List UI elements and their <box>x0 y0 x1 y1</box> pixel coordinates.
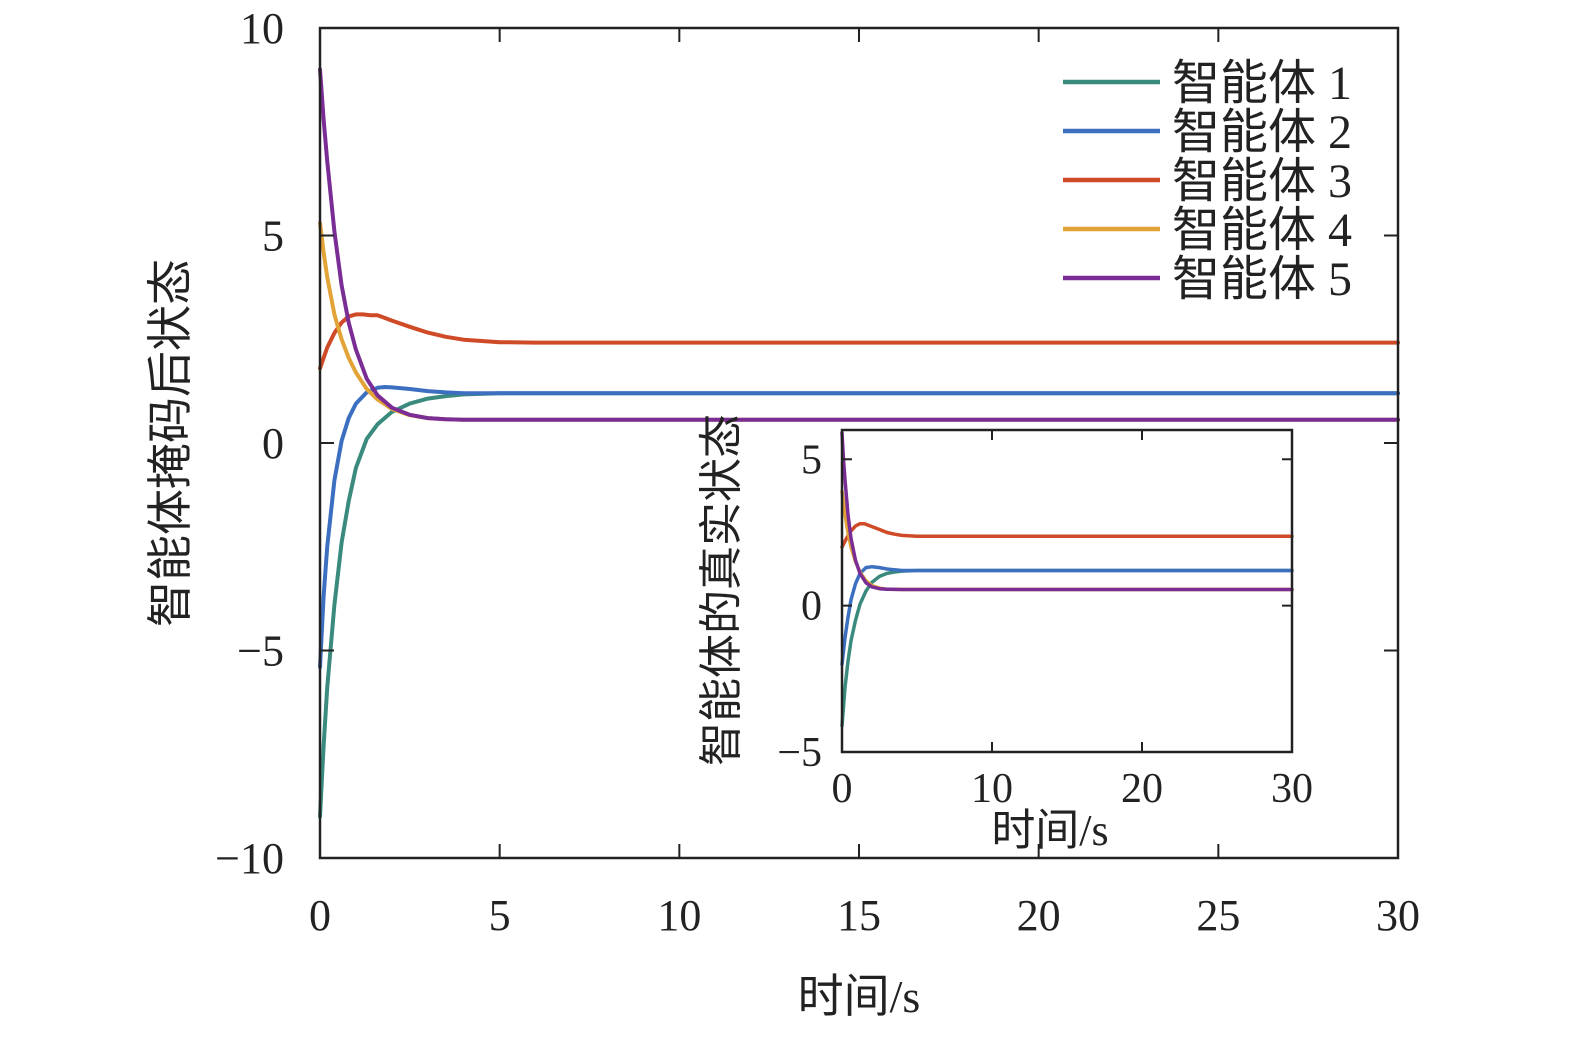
legend-label-4: 智能体 4 <box>1172 204 1352 257</box>
inset-series-line-5 <box>840 431 1294 592</box>
main-y-tick-label: 10 <box>240 4 284 53</box>
inset-y-tick-label: 0 <box>801 584 822 630</box>
legend-label-1: 智能体 1 <box>1172 57 1352 110</box>
main-y-axis-title: 智能体掩码后状态 <box>145 259 196 627</box>
main-series-line-5 <box>318 67 1400 422</box>
inset-y-tick-label: 5 <box>801 437 822 483</box>
legend-label-5: 智能体 5 <box>1172 253 1352 306</box>
legend-label-2: 智能体 2 <box>1172 106 1352 159</box>
inset-x-tick-label: 0 <box>832 766 853 812</box>
inset-series-line-3 <box>840 521 1294 549</box>
main-series-lines <box>318 67 1400 819</box>
inset-y-tick-label: −5 <box>777 730 822 776</box>
inset-chart: 0 10 20 30−505 时间/s 智能体的真实状态 <box>697 414 1313 855</box>
inset-series-lines <box>840 431 1294 728</box>
inset-x-tick-label: 10 <box>971 766 1013 812</box>
main-y-tick-label: −10 <box>215 834 284 883</box>
inset-series-line-2 <box>840 564 1294 666</box>
inset-y-axis-title: 智能体的真实状态 <box>697 414 746 766</box>
inset-x-tick-label: 20 <box>1121 766 1163 812</box>
main-x-tick-label: 15 <box>837 891 881 940</box>
main-x-tick-label: 10 <box>657 891 701 940</box>
main-series-line-3 <box>318 312 1400 371</box>
legend-label-3: 智能体 3 <box>1172 155 1352 208</box>
inset-axis-ticks: 0 10 20 30−505 <box>777 430 1313 812</box>
inset-x-tick-label: 30 <box>1271 766 1313 812</box>
main-x-tick-label: 30 <box>1376 891 1420 940</box>
main-y-tick-label: −5 <box>237 627 284 676</box>
main-series-line-2 <box>318 385 1400 670</box>
main-x-tick-label: 5 <box>489 891 511 940</box>
main-x-axis-title: 时间/s <box>798 971 921 1022</box>
main-x-tick-label: 0 <box>309 891 331 940</box>
inset-plot-frame <box>840 428 1294 754</box>
main-y-tick-label: 5 <box>262 212 284 261</box>
inset-x-axis-title: 时间/s <box>991 806 1108 855</box>
main-y-tick-label: 0 <box>262 419 284 468</box>
main-x-tick-label: 25 <box>1196 891 1240 940</box>
main-x-tick-label: 20 <box>1017 891 1061 940</box>
